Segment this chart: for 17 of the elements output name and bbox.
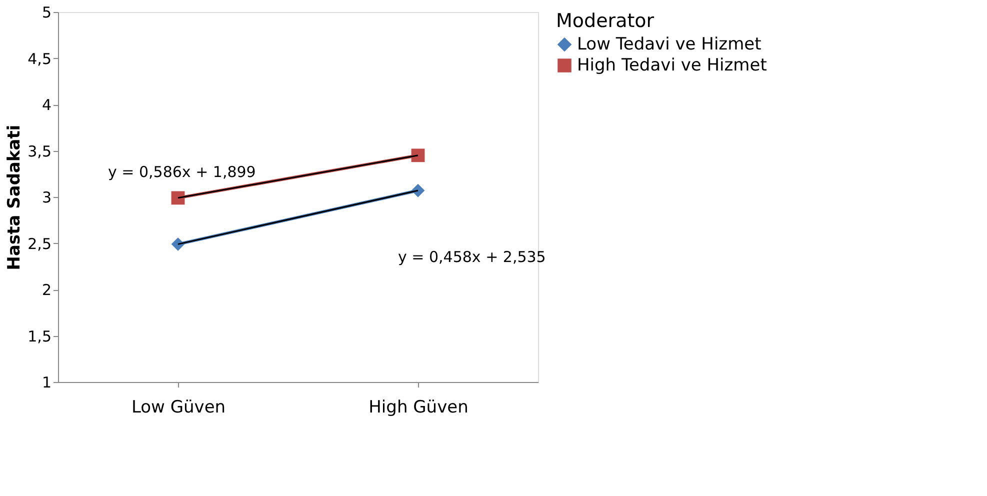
y-tick-label: 5	[42, 4, 52, 22]
legend-title: Moderator	[556, 10, 654, 32]
y-tick-label: 3,5	[28, 142, 52, 160]
y-tick-label: 2,5	[28, 234, 52, 253]
legend-label: Low Tedavi ve Hizmet	[577, 34, 762, 54]
legend-label: High Tedavi ve Hizmet	[577, 56, 768, 76]
y-tick-label: 3	[42, 188, 52, 206]
annotation: y = 0,586x + 1,899	[108, 163, 256, 181]
y-tick-label: 4	[42, 96, 52, 114]
x-tick-label: Low Güven	[131, 398, 226, 418]
y-tick-label: 4,5	[28, 50, 52, 68]
y-tick-label: 2	[42, 281, 52, 299]
x-tick-label: High Güven	[368, 398, 468, 418]
y-axis-title: Hasta Sadakati	[4, 124, 25, 270]
y-tick-label: 1,5	[28, 327, 52, 346]
y-tick-label: 1	[42, 374, 52, 392]
annotation: y = 0,458x + 2,535	[398, 248, 546, 266]
